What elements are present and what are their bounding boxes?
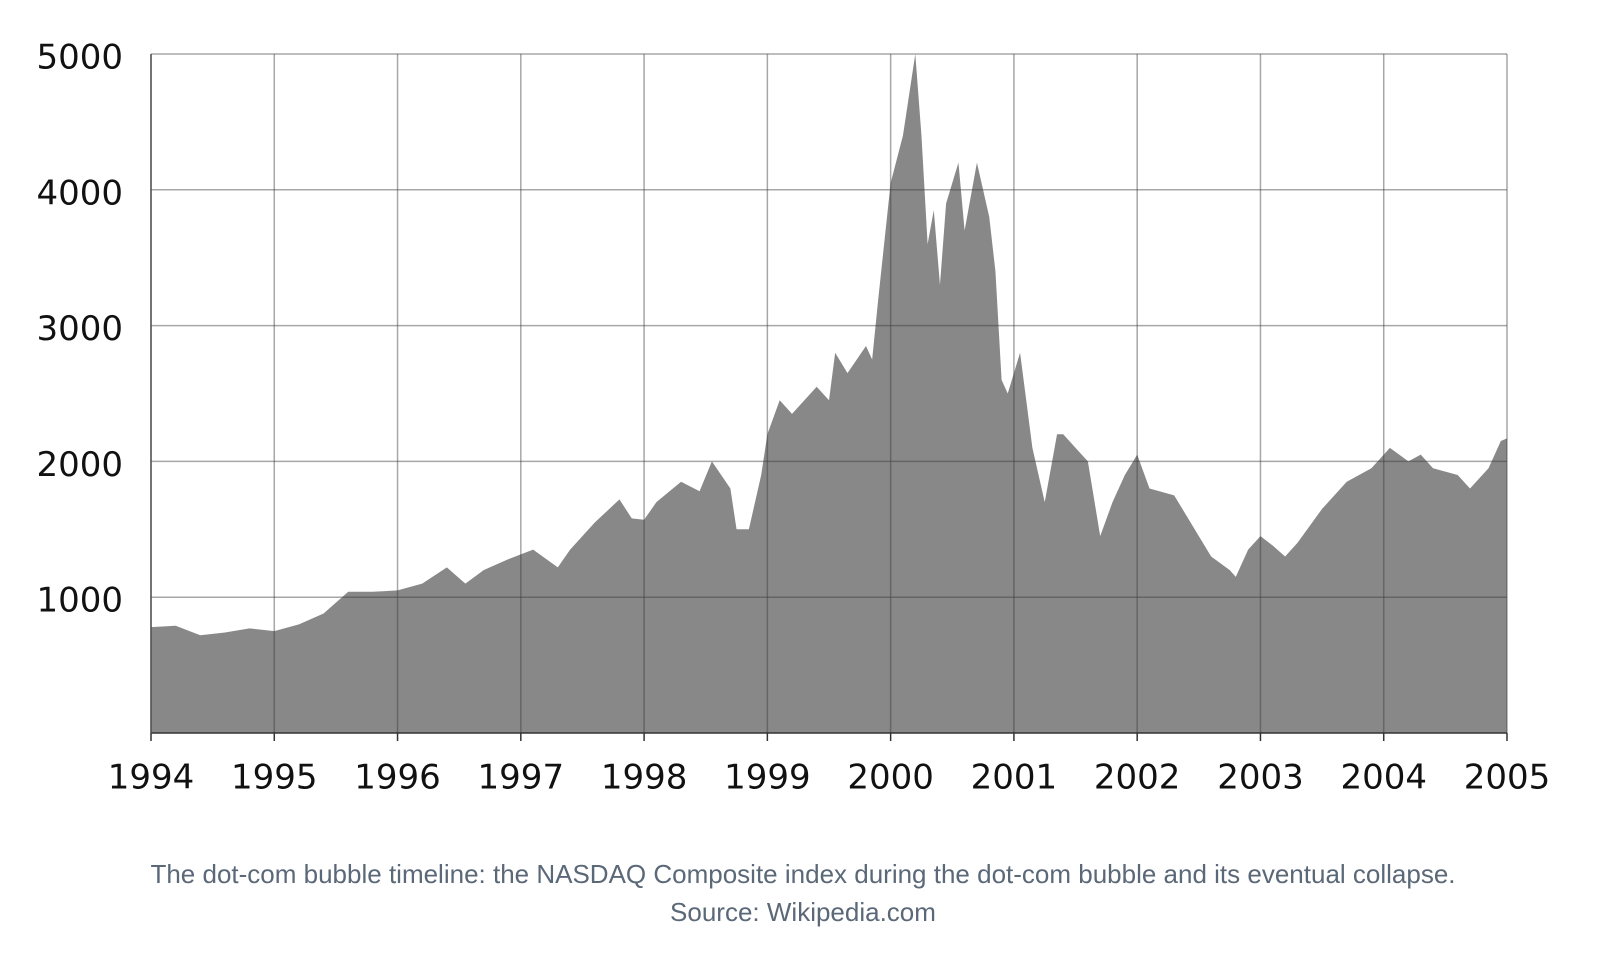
- y-tick-label: 5000: [36, 38, 123, 78]
- source: Source: Wikipedia.com: [670, 897, 936, 927]
- y-tick-label: 3000: [36, 309, 123, 349]
- caption: The dot-com bubble timeline: the NASDAQ …: [150, 859, 1455, 889]
- x-tick-label: 2004: [1340, 758, 1427, 798]
- x-tick-label: 1998: [601, 758, 688, 798]
- x-tick-label: 2000: [847, 758, 934, 798]
- x-tick-label: 2005: [1464, 758, 1551, 798]
- x-tick-label: 1995: [231, 758, 318, 798]
- y-tick-label: 1000: [36, 581, 123, 621]
- x-tick-label: 1996: [354, 758, 441, 798]
- x-tick-label: 1994: [108, 758, 195, 798]
- x-tick-label: 2002: [1094, 758, 1181, 798]
- x-tick-label: 1997: [478, 758, 565, 798]
- x-tick-label: 2003: [1217, 758, 1304, 798]
- x-tick-label: 1999: [724, 758, 811, 798]
- y-tick-label: 2000: [36, 445, 123, 485]
- area: [151, 54, 1507, 733]
- y-tick-label: 4000: [36, 173, 123, 213]
- x-tick-label: 2001: [971, 758, 1058, 798]
